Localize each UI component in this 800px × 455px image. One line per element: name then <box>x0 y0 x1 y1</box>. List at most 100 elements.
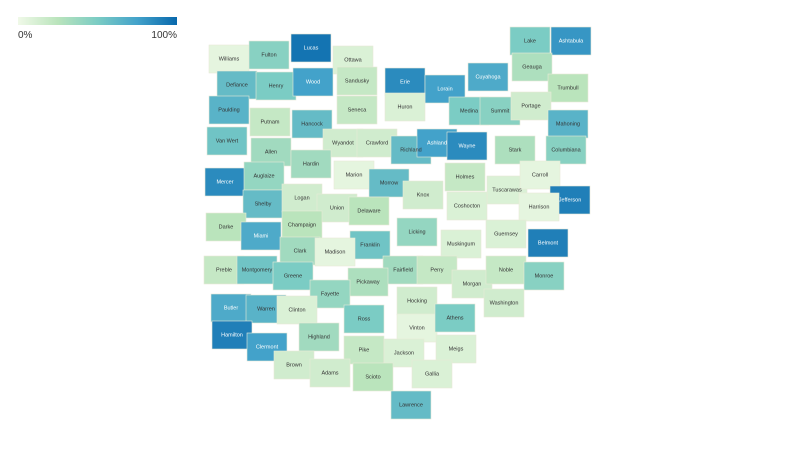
county <box>208 95 250 125</box>
county <box>249 107 291 137</box>
colorbar-tick-label: 100% <box>151 30 177 41</box>
county-label: Jackson <box>394 350 414 356</box>
county-label: Wyandot <box>332 140 354 146</box>
colorbar <box>18 17 177 25</box>
county-label: Stark <box>509 147 522 153</box>
county-label: Scioto <box>365 374 380 380</box>
county-label: Franklin <box>360 242 380 248</box>
county-label: Sandusky <box>345 78 369 84</box>
county-label: Auglaize <box>253 173 274 179</box>
county-label: Clermont <box>256 344 279 350</box>
county-label: Tuscarawas <box>492 187 522 193</box>
county-label: Morgan <box>463 281 482 287</box>
county-label: Monroe <box>535 273 554 279</box>
county-label: Clark <box>294 248 307 254</box>
county-label: Meigs <box>449 346 464 352</box>
county-label: Brown <box>286 362 302 368</box>
county-label: Ashtabula <box>559 38 584 44</box>
county-label: Guernsey <box>494 231 518 237</box>
county-label: Seneca <box>348 107 368 113</box>
county <box>255 71 297 101</box>
county-label: Shelby <box>255 201 272 207</box>
county <box>292 67 334 97</box>
county <box>550 26 592 56</box>
county <box>272 261 314 291</box>
county-label: Muskingum <box>447 241 476 247</box>
county-label: Lorain <box>437 86 452 92</box>
county <box>411 359 453 389</box>
county-label: Lake <box>524 38 536 44</box>
county-label: Belmont <box>538 240 559 246</box>
county <box>290 33 332 63</box>
county <box>446 131 488 161</box>
county-label: Fulton <box>261 52 276 58</box>
region-labels: Williams Fulton Lucas Ottawa Lake Ashtabula De… <box>216 38 584 408</box>
county <box>314 237 356 267</box>
county <box>435 334 477 364</box>
county <box>273 350 315 380</box>
county <box>402 180 444 210</box>
county <box>384 92 426 122</box>
county-label: Hamilton <box>221 332 243 338</box>
county-label: Putnam <box>261 119 280 125</box>
county <box>210 293 252 323</box>
county <box>527 228 569 258</box>
county-label: Hardin <box>303 161 319 167</box>
county-label: Mercer <box>216 179 233 185</box>
county-label: Union <box>330 205 344 211</box>
regions <box>203 26 592 420</box>
county <box>343 304 385 334</box>
county-label: Montgomery <box>242 267 273 273</box>
county-label: Morrow <box>380 180 398 186</box>
county-label: Lawrence <box>399 402 423 408</box>
county-label: Lucas <box>304 45 319 51</box>
county-label: Greene <box>284 273 302 279</box>
county <box>236 255 278 285</box>
county-label: Huron <box>398 104 413 110</box>
county-label: Vinton <box>409 325 425 331</box>
county-label: Williams <box>219 56 240 62</box>
county-label: Noble <box>499 267 513 273</box>
county <box>336 66 378 96</box>
county-label: Athens <box>446 315 463 321</box>
county <box>343 335 385 365</box>
county-label: Portage <box>521 103 540 109</box>
county-label: Marion <box>346 172 363 178</box>
county-label: Defiance <box>226 82 248 88</box>
county <box>396 313 438 343</box>
county-label: Trumbull <box>557 85 578 91</box>
county-label: Cuyahoga <box>475 74 501 80</box>
county <box>352 362 394 392</box>
county <box>356 128 398 158</box>
county <box>483 288 525 318</box>
colorbar-tick-label: 0% <box>18 30 33 41</box>
county-label: Mahoning <box>556 121 580 127</box>
county <box>281 183 323 213</box>
county <box>547 109 589 139</box>
county <box>485 255 527 285</box>
county-label: Harrison <box>529 204 550 210</box>
county <box>309 358 351 388</box>
county <box>396 286 438 316</box>
county <box>518 192 560 222</box>
county-label: Summit <box>491 108 510 114</box>
county-label: Wayne <box>459 143 476 149</box>
county <box>545 135 587 165</box>
county-label: Madison <box>325 249 346 255</box>
county-label: Warren <box>257 306 275 312</box>
county <box>333 160 375 190</box>
county-label: Wood <box>306 79 320 85</box>
county-label: Hancock <box>301 121 323 127</box>
county <box>485 219 527 249</box>
county <box>467 62 509 92</box>
county <box>434 303 476 333</box>
county-label: Delaware <box>357 208 380 214</box>
county <box>348 196 390 226</box>
county-label: Champaign <box>288 222 316 228</box>
county <box>336 95 378 125</box>
county <box>396 217 438 247</box>
county <box>494 135 536 165</box>
county-label: Fayette <box>321 291 339 297</box>
